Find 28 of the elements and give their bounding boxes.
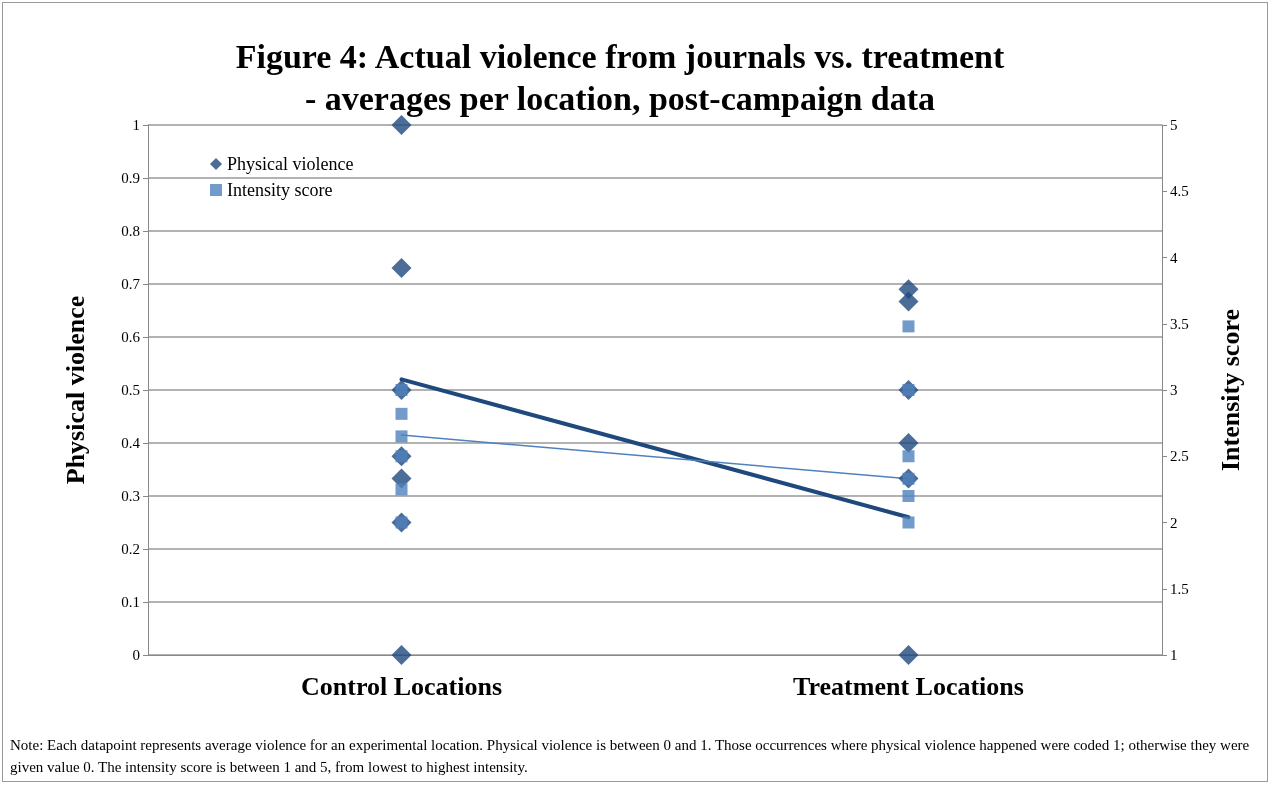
y-tick-label: 0.8 <box>121 223 140 239</box>
y2-tick-label: 5 <box>1170 117 1178 133</box>
y-tick-label: 0.2 <box>121 541 140 557</box>
chart-title: Figure 4: Actual violence from journals vs. treatment - averages per location, post-campaign data <box>235 37 1005 117</box>
y2-tick-label: 1 <box>1170 647 1178 663</box>
y-tick-label: 0.7 <box>121 276 141 292</box>
y2-tick-label: 4.5 <box>1170 183 1189 200</box>
y-axis-title: Physical violence <box>60 295 90 485</box>
y2-tick-label: 2 <box>1170 514 1178 531</box>
y2-tick-label: 2.5 <box>1170 448 1189 465</box>
y-tick-label: 0.5 <box>121 382 140 398</box>
x-tick-label: Control Locations <box>300 671 503 701</box>
x-tick-label: Treatment Locations <box>793 671 1024 701</box>
legend-label: Intensity score <box>227 180 333 200</box>
text: Note: Each datapoint represents average violence for an experimental location. Physical violence is between 0 and 1. Those occurrences where physical violence happened were coded 1; otherwise they were given value 0. The intensity score is between 1 and 5, from lowest to highest intensity. <box>10 736 1251 777</box>
y-tick-label: 0.4 <box>121 435 141 451</box>
y2-tick-label: 3.5 <box>1170 315 1189 332</box>
y-tick-label: 0.3 <box>121 488 140 504</box>
y-tick-label: 0 <box>132 647 140 663</box>
y2-axis-title: Intensity score <box>1215 308 1245 472</box>
y2-tick-label: 4 <box>1170 249 1178 266</box>
y-tick-label: 0.9 <box>121 170 140 186</box>
y-tick-label: 1 <box>132 117 140 133</box>
legend-label: Physical violence <box>227 154 354 174</box>
y2-tick-label: 3 <box>1170 382 1178 398</box>
y2-tick-label: 1.5 <box>1170 580 1189 597</box>
y-tick-label: 0.1 <box>121 594 140 610</box>
y-tick-label: 0.6 <box>121 329 141 345</box>
